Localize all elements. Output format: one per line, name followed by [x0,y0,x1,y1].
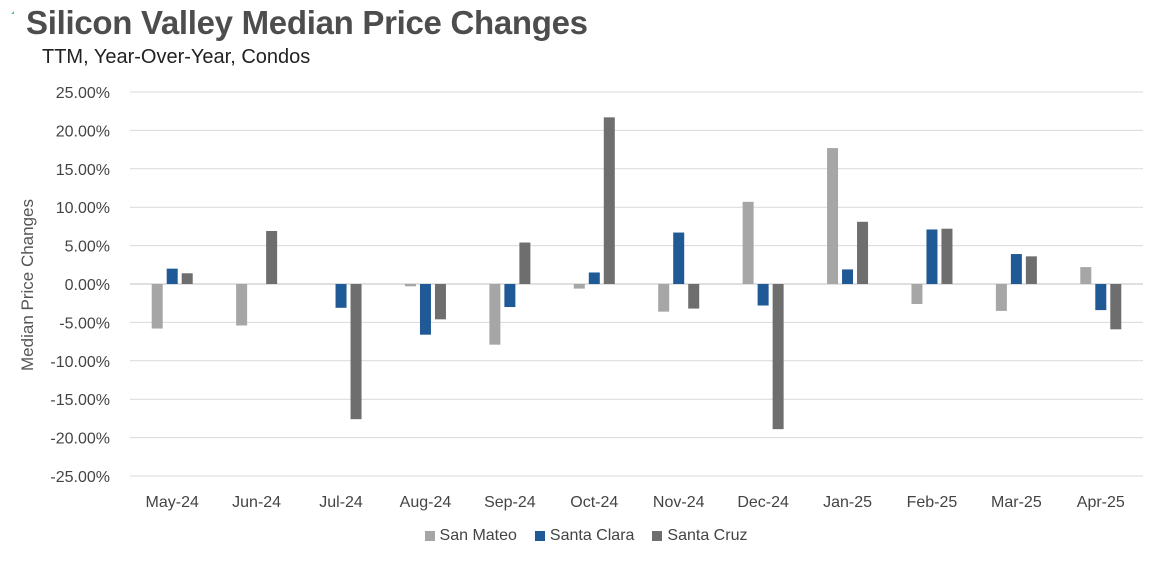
legend-label: Santa Clara [549,527,635,544]
bar-santa-cruz [266,231,278,284]
y-tick-label: 15.00% [56,162,110,179]
legend-item: Santa Cruz [652,527,747,545]
bar-santa-cruz [772,284,784,430]
bar-santa-cruz [688,284,700,309]
bar-san-mateo [911,284,923,304]
bar-san-mateo [236,284,248,326]
bar-santa-cruz [181,273,193,284]
bar-san-mateo [827,148,839,284]
y-axis-title: Median Price Changes [18,199,37,371]
bar-santa-cruz [941,228,953,284]
x-tick-label: May-24 [146,494,199,511]
bar-san-mateo [995,284,1007,311]
bar-santa-cruz [1025,256,1037,284]
x-tick-label: Jan-25 [823,494,872,511]
bar-santa-clara [757,284,769,306]
y-tick-label: -10.00% [50,354,110,371]
bar-san-mateo [489,284,501,345]
y-tick-label: 10.00% [56,200,110,217]
legend-swatch [534,531,545,541]
bar-san-mateo [573,284,585,289]
y-tick-label: 5.00% [65,239,110,256]
legend-label: Santa Cruz [667,527,748,544]
bars [151,117,1122,430]
legend-item: San Mateo [424,527,517,545]
chart-title: Silicon Valley Median Price Changes [26,4,588,41]
y-tick-label: -20.00% [50,431,110,448]
x-tick-label: Aug-24 [400,494,452,511]
legend: San Mateo Santa Clara Santa Cruz [0,527,1172,545]
x-tick-label: Apr-25 [1077,494,1125,511]
x-tick-label: Nov-24 [653,494,705,511]
y-tick-label: -5.00% [59,315,110,332]
legend-swatch [424,531,435,541]
y-tick-label: 25.00% [56,85,110,102]
legend-label: San Mateo [439,527,517,544]
x-tick-label: Jun-24 [232,494,281,511]
bar-santa-clara [1010,254,1022,284]
gridlines [130,91,1143,477]
y-tick-label: -25.00% [50,469,110,486]
bar-san-mateo [404,284,416,287]
bar-santa-clara [842,269,854,284]
bar-santa-clara [166,268,178,284]
x-tick-label: Feb-25 [907,494,958,511]
bar-san-mateo [742,201,754,284]
bar-san-mateo [1080,267,1092,284]
bar-santa-clara [335,284,347,308]
bar-santa-clara [1095,284,1107,311]
y-tick-label: 0.00% [65,277,110,294]
bar-santa-clara [504,284,516,308]
bar-santa-cruz [434,284,446,320]
legend-item: Santa Clara [534,527,635,545]
bar-santa-clara [673,232,685,284]
bar-santa-cruz [1110,284,1122,330]
bar-santa-cruz [857,221,869,284]
y-axis-ticks: 25.00% 20.00% 15.00% 10.00% 5.00% 0.00% -5.00%… [50,85,110,486]
bar-santa-cruz [519,242,531,284]
bar-santa-clara [926,229,938,284]
x-tick-label: Sep-24 [484,494,536,511]
bar-santa-clara [588,272,600,284]
bar-santa-cruz [350,284,362,420]
legend-swatch [652,531,663,541]
x-tick-label: Dec-24 [737,494,789,511]
bar-santa-cruz [603,117,615,285]
x-tick-label: Mar-25 [991,494,1042,511]
bar-san-mateo [151,284,163,329]
bar-santa-clara [419,284,431,335]
y-tick-label: 20.00% [56,123,110,140]
chart-subtitle: TTM, Year-Over-Year, Condos [42,46,311,68]
y-tick-label: -15.00% [50,392,110,409]
x-tick-label: Oct-24 [570,494,618,511]
bar-san-mateo [658,284,670,312]
x-tick-label: Jul-24 [319,494,363,511]
x-axis-ticks: May-24 Jun-24 Jul-24 Aug-24 Sep-24 Oct-24 Nov-… [146,494,1125,511]
